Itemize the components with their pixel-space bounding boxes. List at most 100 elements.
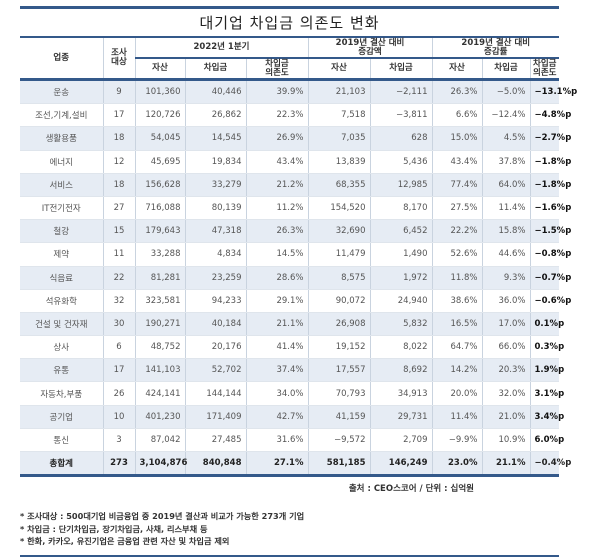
cell-assets-rate: 14.2% [432, 358, 483, 383]
table-row: 에너지 12 45,695 19,834 43.4% 13,839 5,436 43.4% 37… [20, 150, 571, 174]
cell-borrowings-change: 1,490 [370, 242, 433, 267]
cell-assets-2022: 179,643 [135, 219, 186, 244]
cell-assets-2022: 33,288 [135, 242, 186, 267]
cell-borrowings-change: 5,436 [370, 150, 433, 174]
cell-dependency-change: −13.1%p [530, 79, 577, 105]
cell-assets-rate: 6.6% [432, 103, 483, 128]
cell-count: 22 [103, 266, 136, 290]
cell-dependency-2022: 27.1% [246, 451, 309, 478]
cell-borrowings-2022: 40,184 [185, 312, 247, 337]
cell-dependency-change: 0.1%p [530, 312, 564, 337]
cell-assets-2022: 156,628 [135, 173, 186, 197]
cell-borrowings-rate: 15.8% [482, 219, 531, 244]
cell-assets-change: 90,072 [308, 289, 371, 313]
cell-assets-2022: 48,752 [135, 335, 186, 360]
cell-assets-rate: 23.0% [432, 451, 483, 478]
cell-assets-2022: 141,103 [135, 358, 186, 383]
cell-dependency-change: 1.9%p [530, 358, 564, 383]
cell-dependency-2022: 28.6% [246, 266, 309, 290]
cell-dependency-change: −0.7%p [530, 266, 571, 290]
table-row: 철강 15 179,643 47,318 26.3% 32,690 6,452 22.2% 15… [20, 219, 571, 244]
cell-assets-rate: 43.4% [432, 150, 483, 174]
cell-dependency-2022: 11.2% [246, 196, 309, 221]
table-row: 유통 17 141,103 52,702 37.4% 17,557 8,692 14.2% 20… [20, 358, 564, 383]
table-row: 생활용품 18 54,045 14,545 26.9% 7,035 628 15.0% 4.5%… [20, 126, 571, 151]
cell-count: 15 [103, 219, 136, 244]
cell-borrowings-2022: 20,176 [185, 335, 247, 360]
cell-assets-rate: 52.6% [432, 242, 483, 267]
header-group-change-amount: 2019년 결산 대비 증감액 [308, 36, 433, 58]
cell-assets-2022: 716,088 [135, 196, 186, 221]
cell-assets-change: 41,159 [308, 405, 371, 429]
cell-assets-2022: 54,045 [135, 126, 186, 151]
cell-assets-change: 32,690 [308, 219, 371, 244]
cell-borrowings-change: 8,692 [370, 358, 433, 383]
cell-industry: 철강 [20, 219, 104, 244]
cell-assets-change: 7,518 [308, 103, 371, 128]
cell-count: 10 [103, 405, 136, 429]
cell-industry: 건설 및 건자재 [20, 312, 104, 337]
cell-borrowings-rate: 4.5% [482, 126, 531, 151]
cell-industry: 에너지 [20, 150, 104, 174]
cell-borrowings-rate: 17.0% [482, 312, 531, 337]
table-row: 자동차,부품 26 424,141 144,144 34.0% 70,793 34,913 2… [20, 381, 564, 406]
cell-borrowings-change: 2,709 [370, 428, 433, 453]
cell-industry: 생활용품 [20, 126, 104, 151]
top-rule [20, 6, 559, 9]
cell-dependency-change: −4.8%p [530, 103, 571, 128]
cell-industry: 식음료 [20, 266, 104, 290]
cell-borrowings-change: 6,452 [370, 219, 433, 244]
cell-assets-rate: 15.0% [432, 126, 483, 151]
cell-assets-2022: 45,695 [135, 150, 186, 174]
cell-assets-change: 70,793 [308, 381, 371, 406]
cell-borrowings-2022: 171,409 [185, 405, 247, 429]
table-row: 공기업 10 401,230 171,409 42.7% 41,159 29,731 11.4… [20, 405, 564, 429]
cell-industry: 서비스 [20, 173, 104, 197]
cell-count: 18 [103, 126, 136, 151]
cell-borrowings-rate: −12.4% [482, 103, 531, 128]
cell-industry: IT전기전자 [20, 196, 104, 221]
cell-industry: 유통 [20, 358, 104, 383]
cell-dependency-2022: 37.4% [246, 358, 309, 383]
table-row: 건설 및 건자재 30 190,271 40,184 21.1% 26,908 5,832 1… [20, 312, 564, 337]
cell-dependency-change: −2.7%p [530, 126, 571, 151]
table-body: 운송 9 101,360 40,446 39.9% 21,103 −2,111 26.3% −5… [20, 79, 577, 478]
cell-assets-2022: 190,271 [135, 312, 186, 337]
cell-borrowings-rate: 21.1% [482, 451, 531, 478]
cell-borrowings-change: 5,832 [370, 312, 433, 337]
cell-dependency-change: 0.3%p [530, 335, 564, 360]
header-group-change-rate: 2019년 결산 대비 증감률 [432, 36, 559, 58]
cell-assets-rate: 22.2% [432, 219, 483, 244]
cell-count: 273 [103, 451, 136, 478]
cell-assets-rate: 11.8% [432, 266, 483, 290]
cell-borrowings-2022: 27,485 [185, 428, 247, 453]
header-count: 조사 대상 [103, 36, 136, 80]
subheader-dependency-change: 차입금 의존도 [530, 57, 559, 80]
cell-assets-rate: 38.6% [432, 289, 483, 313]
cell-borrowings-rate: 21.0% [482, 405, 531, 429]
cell-dependency-2022: 43.4% [246, 150, 309, 174]
cell-assets-2022: 101,360 [135, 79, 186, 105]
cell-industry: 통신 [20, 428, 104, 453]
cell-borrowings-rate: 36.0% [482, 289, 531, 313]
cell-borrowings-change: 34,913 [370, 381, 433, 406]
cell-count: 12 [103, 150, 136, 174]
cell-industry: 조선,기계,설비 [20, 103, 104, 128]
cell-borrowings-2022: 14,545 [185, 126, 247, 151]
table-row: 제약 11 33,288 4,834 14.5% 11,479 1,490 52.6% 44.6… [20, 242, 571, 267]
cell-assets-change: 68,355 [308, 173, 371, 197]
cell-assets-change: 21,103 [308, 79, 371, 105]
subheader-borrowings: 차입금 [185, 57, 247, 80]
cell-dependency-2022: 21.2% [246, 173, 309, 197]
cell-assets-2022: 323,581 [135, 289, 186, 313]
cell-assets-rate: 26.3% [432, 79, 483, 105]
table-title: 대기업 차입금 의존도 변화 [199, 14, 380, 32]
subheader-borrowings-rate: 차입금 [482, 57, 531, 80]
cell-borrowings-rate: 32.0% [482, 381, 531, 406]
cell-count: 3 [103, 428, 136, 453]
cell-dependency-2022: 21.1% [246, 312, 309, 337]
subheader-borrowings-change: 차입금 [370, 57, 433, 80]
cell-borrowings-rate: 64.0% [482, 173, 531, 197]
cell-assets-2022: 3,104,876 [135, 451, 187, 478]
header-industry: 업종 [20, 36, 104, 80]
